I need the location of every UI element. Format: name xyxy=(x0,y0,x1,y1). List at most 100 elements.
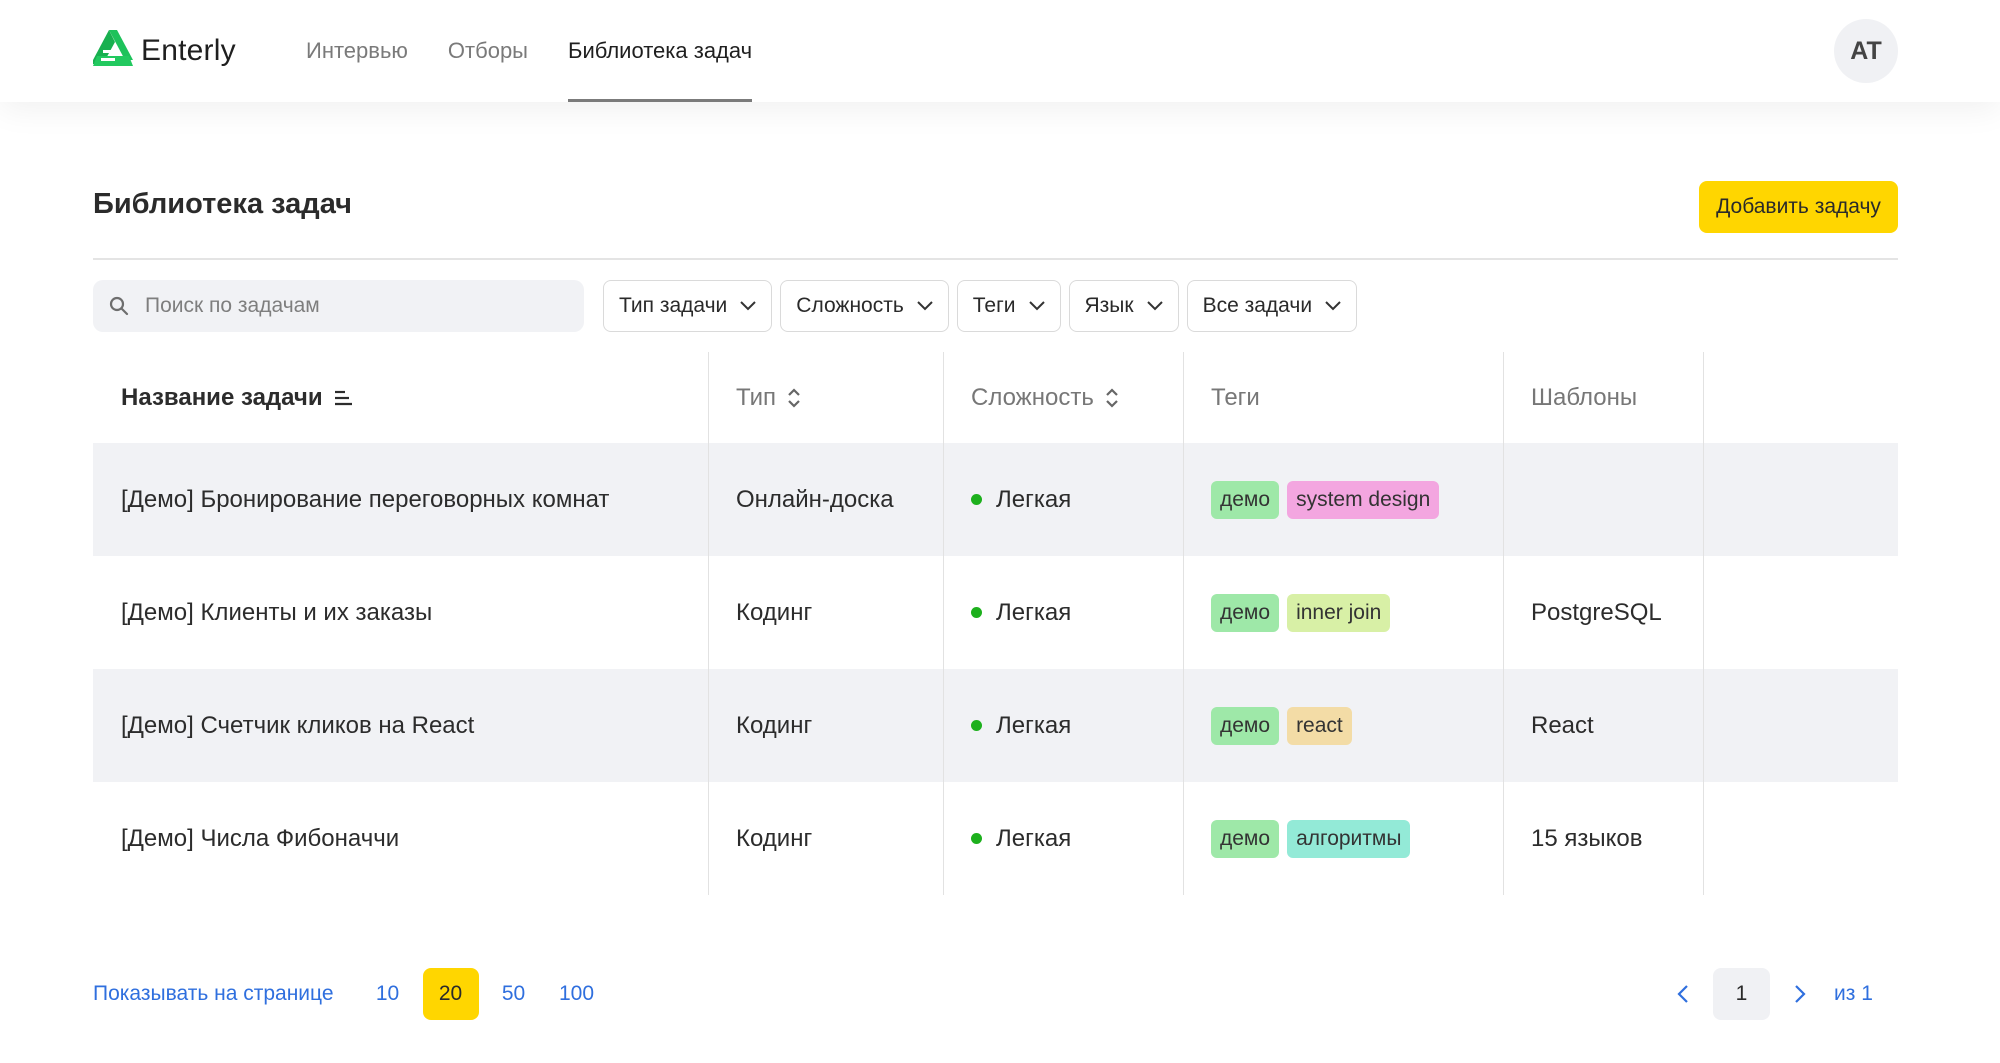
tag-badge: react xyxy=(1287,706,1352,745)
difficulty-label: Легкая xyxy=(996,711,1072,739)
app-name: Enterly xyxy=(141,34,236,67)
tag-badge: демо xyxy=(1211,706,1280,745)
divider xyxy=(93,258,1898,260)
column-header-tags: Теги xyxy=(1184,352,1504,443)
task-tags: демо system design xyxy=(1184,443,1504,556)
column-header-label: Сложность xyxy=(971,383,1094,411)
tag-badge: демо xyxy=(1211,593,1280,632)
pagination: 1 из 1 xyxy=(1663,968,1873,1020)
task-difficulty: Легкая xyxy=(944,782,1184,895)
table-row[interactable]: [Демо] Клиенты и их заказы Кодинг Легкая… xyxy=(93,556,1898,669)
search-input[interactable] xyxy=(145,294,565,318)
difficulty-dot-icon xyxy=(971,833,982,844)
page-size-label: Показывать на странице xyxy=(93,982,334,1005)
nav-item-selections[interactable]: Отборы xyxy=(447,38,528,63)
total-pages: из 1 xyxy=(1834,982,1873,1005)
task-type: Кодинг xyxy=(709,556,944,669)
task-tags: демо react xyxy=(1184,669,1504,782)
chevron-down-icon xyxy=(1146,300,1164,312)
task-name[interactable]: [Демо] Бронирование переговорных комнат xyxy=(93,443,709,556)
chevron-down-icon xyxy=(1324,300,1342,312)
page-size-selector: Показывать на странице 10 20 50 100 xyxy=(93,968,612,1020)
enterly-logo-icon xyxy=(93,29,133,73)
row-spacer xyxy=(1704,669,1898,782)
table-row[interactable]: [Демо] Счетчик кликов на React Кодинг Ле… xyxy=(93,669,1898,782)
sort-lines-icon[interactable] xyxy=(333,389,353,407)
row-spacer xyxy=(1704,443,1898,556)
task-name[interactable]: [Демо] Числа Фибоначчи xyxy=(93,782,709,895)
top-bar: Enterly Интервью Отборы Библиотека задач… xyxy=(0,0,2000,102)
table-row[interactable]: [Демо] Числа Фибоначчи Кодинг Легкая дем… xyxy=(93,782,1898,895)
task-templates: PostgreSQL xyxy=(1504,556,1704,669)
task-templates: React xyxy=(1504,669,1704,782)
task-templates xyxy=(1504,443,1704,556)
difficulty-dot-icon xyxy=(971,607,982,618)
row-spacer xyxy=(1704,556,1898,669)
table-header-row: Название задачи Тип Сложность Теги Шабло… xyxy=(93,352,1898,443)
page-title: Библиотека задач xyxy=(93,188,352,220)
table-row[interactable]: [Демо] Бронирование переговорных комнат … xyxy=(93,443,1898,556)
difficulty-label: Легкая xyxy=(996,824,1072,852)
tasks-table: Название задачи Тип Сложность Теги Шабло… xyxy=(93,352,1898,895)
task-type: Кодинг xyxy=(709,669,944,782)
task-difficulty: Легкая xyxy=(944,443,1184,556)
column-header-difficulty[interactable]: Сложность xyxy=(944,352,1184,443)
column-header-label: Название задачи xyxy=(121,383,323,411)
difficulty-dot-icon xyxy=(971,494,982,505)
tag-badge: inner join xyxy=(1287,593,1391,632)
tag-badge: демо xyxy=(1211,480,1280,519)
column-header-name[interactable]: Название задачи xyxy=(93,352,709,443)
chevron-down-icon xyxy=(739,300,757,312)
filter-difficulty[interactable]: Сложность xyxy=(780,280,949,332)
filter-label: Все задачи xyxy=(1202,294,1313,317)
chevron-right-icon[interactable] xyxy=(1780,968,1820,1020)
nav-item-task-library[interactable]: Библиотека задач xyxy=(568,0,753,102)
sort-updown-icon[interactable] xyxy=(1104,386,1120,410)
page-size-option-50[interactable]: 50 xyxy=(501,982,526,1005)
difficulty-label: Легкая xyxy=(996,485,1072,513)
tag-badge: алгоритмы xyxy=(1287,819,1411,858)
search-box[interactable] xyxy=(93,280,584,332)
column-header-empty xyxy=(1704,352,1898,443)
task-difficulty: Легкая xyxy=(944,556,1184,669)
filter-task-type[interactable]: Тип задачи xyxy=(603,280,773,332)
task-type: Кодинг xyxy=(709,782,944,895)
filter-label: Теги xyxy=(972,294,1016,317)
column-header-label: Тип xyxy=(736,383,777,411)
add-task-button[interactable]: Добавить задачу xyxy=(1699,181,1898,233)
page-size-option-10[interactable]: 10 xyxy=(375,982,400,1005)
main-nav: Интервью Отборы Библиотека задач xyxy=(306,0,792,102)
chevron-down-icon xyxy=(1028,300,1046,312)
sort-updown-icon[interactable] xyxy=(786,386,802,410)
chevron-down-icon xyxy=(916,300,934,312)
current-page[interactable]: 1 xyxy=(1713,968,1770,1020)
task-templates: 15 языков xyxy=(1504,782,1704,895)
difficulty-label: Легкая xyxy=(996,598,1072,626)
task-tags: демо inner join xyxy=(1184,556,1504,669)
filter-scope[interactable]: Все задачи xyxy=(1186,280,1358,332)
filter-tags[interactable]: Теги xyxy=(956,280,1061,332)
column-header-templates: Шаблоны xyxy=(1504,352,1704,443)
filter-label: Тип задачи xyxy=(619,294,728,317)
chevron-left-icon[interactable] xyxy=(1663,968,1703,1020)
avatar[interactable]: AT xyxy=(1834,19,1898,83)
page-size-option-20[interactable]: 20 xyxy=(422,968,479,1020)
tag-badge: system design xyxy=(1287,480,1440,519)
tag-badge: демо xyxy=(1211,819,1280,858)
filter-bar: Тип задачи Сложность Теги Язык Все задач… xyxy=(603,280,1365,332)
column-header-type[interactable]: Тип xyxy=(709,352,944,443)
task-name[interactable]: [Демо] Клиенты и их заказы xyxy=(93,556,709,669)
filter-language[interactable]: Язык xyxy=(1068,280,1179,332)
task-difficulty: Легкая xyxy=(944,669,1184,782)
logo[interactable]: Enterly xyxy=(93,29,236,73)
filter-label: Сложность xyxy=(796,294,904,317)
difficulty-dot-icon xyxy=(971,720,982,731)
task-type: Онлайн-доска xyxy=(709,443,944,556)
search-icon xyxy=(109,295,131,317)
page-size-option-100[interactable]: 100 xyxy=(558,982,595,1005)
column-header-label: Теги xyxy=(1211,383,1260,411)
filter-label: Язык xyxy=(1084,294,1134,317)
nav-item-interviews[interactable]: Интервью xyxy=(306,38,408,63)
row-spacer xyxy=(1704,782,1898,895)
task-name[interactable]: [Демо] Счетчик кликов на React xyxy=(93,669,709,782)
